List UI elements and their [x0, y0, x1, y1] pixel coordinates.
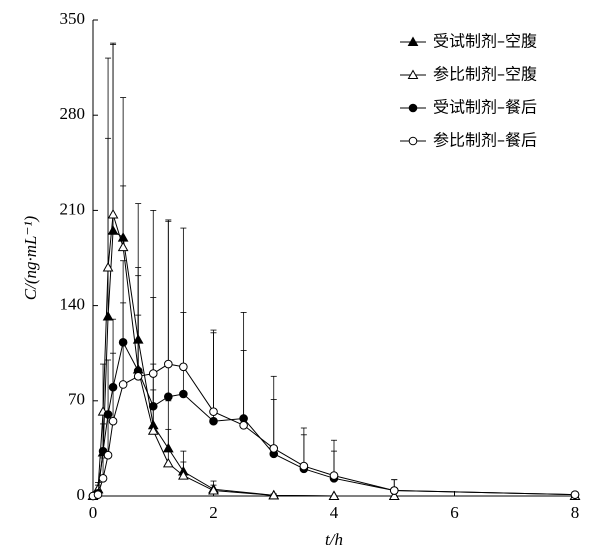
y-axis-label: C/(ng·mL⁻¹) — [21, 215, 40, 300]
point — [179, 362, 188, 372]
point — [408, 136, 418, 146]
legend-text: 参比制剂–空腹 — [433, 65, 537, 84]
point — [164, 392, 173, 402]
point — [268, 489, 280, 500]
x-tick-label: 2 — [209, 503, 218, 522]
point — [107, 225, 119, 235]
y-tick-label: 280 — [60, 104, 86, 123]
point — [209, 407, 218, 416]
point — [570, 490, 580, 499]
point — [147, 425, 159, 435]
point — [388, 490, 400, 500]
legend-text: 参比制剂–餐后 — [433, 131, 537, 150]
point — [407, 36, 419, 46]
point — [408, 103, 418, 113]
x-axis-label: t/h — [325, 530, 343, 549]
point — [269, 444, 279, 453]
point — [178, 470, 189, 480]
point — [148, 401, 158, 411]
x-tick-label: 6 — [450, 503, 459, 522]
point — [103, 450, 113, 460]
point — [93, 490, 103, 499]
point — [328, 490, 340, 500]
y-tick-label: 140 — [60, 295, 86, 314]
legend-text: 受试制剂–空腹 — [433, 32, 537, 51]
point — [329, 471, 339, 480]
point — [179, 389, 188, 399]
point — [98, 474, 108, 483]
y-tick-label: 70 — [68, 390, 85, 409]
point — [239, 420, 248, 430]
point — [133, 372, 143, 381]
y-tick-label: 0 — [77, 485, 86, 504]
x-tick-label: 8 — [571, 503, 580, 522]
point — [102, 262, 114, 272]
point — [407, 69, 419, 79]
point — [208, 485, 219, 495]
point — [108, 416, 118, 426]
y-tick-label: 210 — [60, 199, 86, 218]
x-tick-label: 0 — [89, 503, 98, 522]
point — [209, 416, 218, 426]
point — [117, 241, 129, 252]
point — [389, 486, 399, 495]
point — [162, 457, 174, 468]
point — [164, 359, 173, 369]
point — [107, 208, 119, 219]
point — [148, 369, 158, 378]
point — [102, 310, 114, 321]
legend-text: 受试制剂–餐后 — [433, 98, 537, 117]
y-tick-label: 350 — [60, 9, 86, 28]
point — [118, 380, 128, 389]
x-tick-label: 4 — [330, 503, 339, 522]
point — [299, 461, 309, 471]
